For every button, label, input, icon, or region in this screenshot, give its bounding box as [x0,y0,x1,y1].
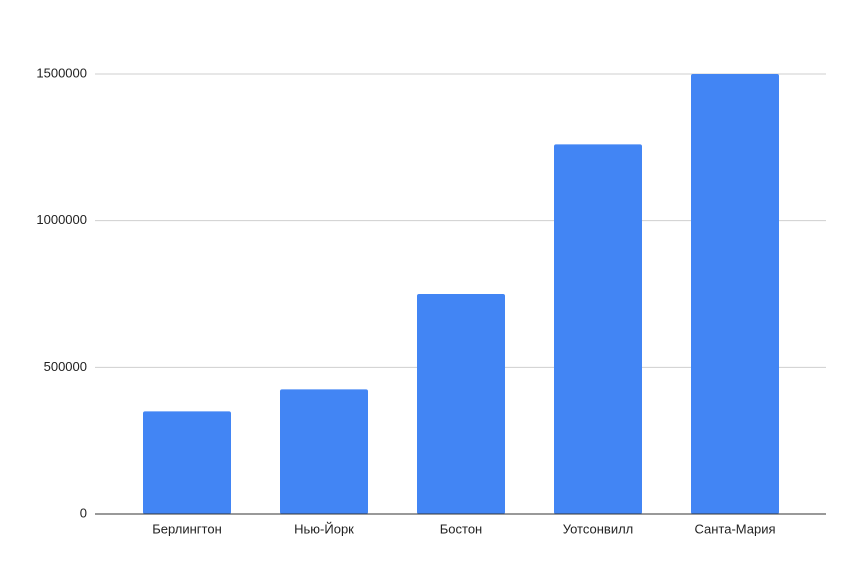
x-tick-label: Бостон [440,521,482,536]
bar [691,74,779,514]
bar [280,389,368,514]
x-tick-label: Санта-Мария [694,521,775,536]
y-tick-label: 1500000 [36,65,87,80]
bar [143,411,231,514]
y-tick-label: 0 [80,505,87,520]
bar [554,144,642,514]
x-tick-label: Берлингтон [152,521,222,536]
bar [417,294,505,514]
y-tick-label: 1000000 [36,212,87,227]
y-tick-label: 500000 [44,359,87,374]
x-tick-label: Нью-Йорк [294,521,354,536]
x-tick-label: Уотсонвилл [563,521,634,536]
